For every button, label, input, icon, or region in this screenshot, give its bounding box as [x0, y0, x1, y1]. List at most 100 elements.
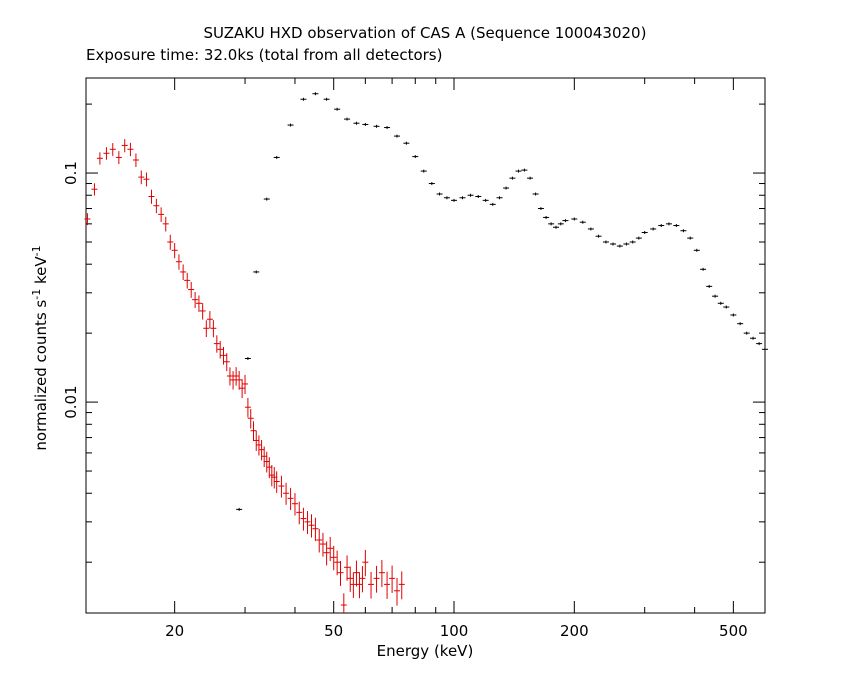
- black-data-point: [557, 222, 564, 226]
- black-data-point: [562, 219, 569, 223]
- black-data-point: [459, 196, 466, 200]
- black-data-point: [323, 97, 330, 101]
- black-data-point: [373, 124, 380, 128]
- black-data-point: [263, 197, 270, 201]
- red-data-point: [330, 545, 337, 571]
- red-data-point: [368, 571, 375, 599]
- red-data-point: [291, 493, 298, 516]
- black-data-point: [706, 284, 713, 288]
- y-axis-label: normalized counts s-1 keV-1: [30, 245, 50, 450]
- red-data-point: [393, 577, 400, 606]
- black-data-point: [712, 294, 719, 298]
- red-data-point: [188, 281, 195, 298]
- black-data-point: [527, 176, 534, 180]
- black-data-point: [750, 336, 757, 340]
- red-data-point: [226, 367, 233, 386]
- black-data-point: [548, 222, 555, 226]
- y-axis-label-main: normalized counts s: [32, 300, 50, 451]
- red-data-point: [250, 421, 257, 442]
- black-data-point: [723, 305, 730, 309]
- black-data-point: [521, 168, 528, 172]
- black-data-point: [687, 236, 694, 240]
- red-data-point: [323, 541, 330, 566]
- black-data-point: [756, 342, 763, 346]
- red-data-point: [143, 172, 150, 187]
- red-data-point: [378, 560, 385, 588]
- black-data-point: [353, 121, 360, 125]
- y-tick-label: 0.01: [62, 385, 80, 418]
- red-data-point: [244, 397, 251, 418]
- red-data-point: [316, 528, 323, 553]
- red-data-point: [273, 471, 280, 493]
- red-data-point: [171, 243, 178, 259]
- black-data-point: [443, 196, 450, 200]
- x-tick-label: 100: [440, 622, 469, 640]
- red-data-point: [398, 571, 405, 600]
- black-data-point: [602, 240, 609, 244]
- red-data-point: [210, 320, 217, 338]
- black-data-point: [244, 357, 251, 361]
- red-data-point: [389, 565, 396, 594]
- red-data-point: [319, 532, 326, 557]
- black-data-point: [623, 242, 630, 246]
- x-tick-label: 200: [560, 622, 589, 640]
- red-data-point: [247, 408, 254, 429]
- black-data-point: [730, 313, 737, 317]
- red-data-point: [167, 234, 174, 250]
- black-data-point: [393, 134, 400, 138]
- red-data-point: [384, 571, 391, 599]
- black-data-point: [629, 240, 636, 244]
- red-data-point: [230, 371, 237, 390]
- red-data-point: [347, 566, 354, 592]
- red-data-point: [203, 320, 210, 338]
- red-data-point: [308, 514, 315, 538]
- black-data-point: [287, 123, 294, 127]
- x-tick-label: 50: [324, 622, 343, 640]
- red-data-point: [261, 446, 268, 468]
- x-tick-label: 500: [719, 622, 748, 640]
- y-axis-label-sup1: -1: [30, 289, 43, 300]
- black-data-point: [658, 224, 665, 228]
- black-data-point: [700, 267, 707, 271]
- black-data-point: [236, 507, 243, 511]
- red-data-point: [175, 254, 182, 270]
- black-data-point: [587, 227, 594, 231]
- red-data-point: [132, 153, 139, 168]
- red-data-point: [253, 430, 260, 451]
- red-data-point: [304, 511, 311, 535]
- black-data-point: [273, 155, 280, 159]
- red-data-point: [184, 272, 191, 289]
- red-data-point: [287, 487, 294, 511]
- y-axis-label-sup2: -1: [30, 245, 43, 256]
- red-data-point: [91, 183, 98, 196]
- red-data-point: [327, 536, 334, 562]
- red-data-point: [344, 555, 351, 581]
- red-data-point: [296, 501, 303, 525]
- black-data-point: [436, 192, 443, 196]
- red-data-point: [121, 139, 128, 153]
- black-data-point: [616, 244, 623, 248]
- red-data-point: [223, 353, 230, 372]
- red-data-point: [278, 475, 285, 498]
- red-data-point: [359, 566, 366, 593]
- plot-frame: [85, 77, 766, 614]
- black-data-point: [737, 322, 744, 326]
- red-data-point: [206, 311, 213, 329]
- black-data-point: [384, 126, 391, 130]
- red-data-point: [213, 335, 220, 353]
- black-data-point: [532, 192, 539, 196]
- black-data-point: [428, 182, 435, 186]
- black-data-point: [650, 227, 657, 231]
- black-data-point: [489, 202, 496, 206]
- black-data-point: [509, 176, 516, 180]
- red-data-point: [312, 517, 319, 542]
- red-data-point: [236, 370, 243, 390]
- black-data-point: [553, 225, 560, 229]
- red-data-point: [340, 593, 347, 613]
- red-data-point: [373, 565, 380, 593]
- chart-subtitle: Exposure time: 32.0ks (total from all de…: [86, 46, 442, 64]
- black-data-point: [312, 92, 319, 96]
- black-data-point: [334, 107, 341, 111]
- black-data-point: [467, 193, 474, 197]
- black-data-point: [665, 222, 672, 226]
